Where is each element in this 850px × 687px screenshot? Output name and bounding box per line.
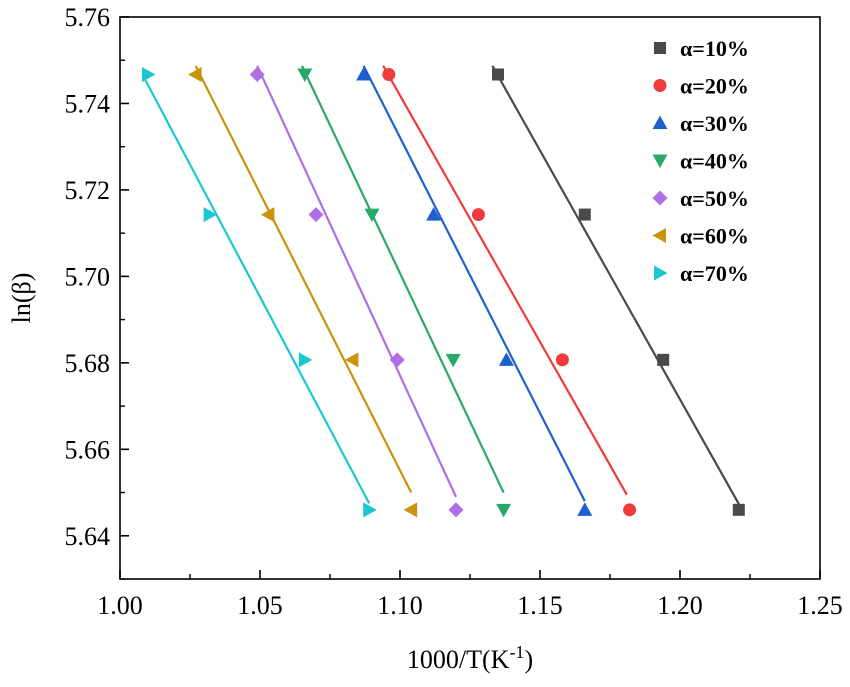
y-tick-label: 5.68 [65, 349, 111, 378]
legend-marker [653, 79, 667, 92]
data-point [623, 503, 637, 517]
legend-marker [654, 265, 668, 281]
legend-label: α=20% [680, 74, 749, 99]
legend-marker [652, 154, 668, 168]
data-point [382, 67, 396, 81]
data-point [578, 208, 591, 221]
fit-line [491, 65, 743, 510]
x-tick-label: 1.20 [657, 591, 703, 620]
legend-label: α=60% [680, 224, 749, 249]
fit-line [194, 65, 413, 494]
x-tick-label: 1.25 [797, 591, 843, 620]
data-point [203, 207, 218, 223]
x-axis-title: 1000/T(K-1) [407, 642, 533, 674]
data-markers [142, 66, 745, 518]
data-point [308, 207, 324, 223]
data-point [657, 353, 670, 366]
x-tick-label: 1.05 [237, 591, 283, 620]
data-point [363, 502, 377, 518]
legend-label: α=70% [680, 261, 749, 286]
y-tick-label: 5.64 [65, 522, 111, 551]
legend-label: α=10% [680, 36, 749, 61]
data-point [249, 66, 265, 82]
legend-marker [654, 42, 666, 54]
y-tick-label: 5.66 [65, 435, 111, 464]
data-point [297, 68, 313, 82]
x-tick-label: 1.15 [517, 591, 563, 620]
data-point [732, 503, 745, 516]
data-point [577, 502, 593, 516]
data-point [298, 352, 313, 368]
legend-marker [652, 228, 666, 243]
data-point [364, 208, 380, 223]
axis-ticks: 1.00 1.05 1.10 1.15 1.20 1.25 5.64 5.66 5.68 5.70… [65, 3, 843, 620]
y-tick-label: 5.76 [65, 3, 111, 32]
data-point [492, 68, 504, 81]
data-point [426, 207, 442, 221]
fit-line [141, 73, 371, 504]
y-axis-title: ln(β) [7, 273, 36, 324]
legend-marker [652, 190, 668, 206]
data-point [555, 353, 569, 367]
data-point [142, 66, 156, 82]
legend-label: α=30% [680, 111, 749, 136]
data-point [448, 502, 464, 518]
legend-label: α=40% [680, 149, 749, 174]
fit-line [382, 65, 628, 496]
legend-label: α=50% [680, 186, 749, 211]
legend-marker [652, 115, 668, 129]
y-tick-label: 5.72 [65, 176, 111, 205]
fit-line [301, 65, 505, 494]
data-point [498, 352, 514, 366]
data-point [445, 353, 461, 368]
fit-line [256, 65, 457, 498]
x-tick-label: 1.00 [97, 591, 143, 620]
y-tick-label: 5.74 [65, 89, 111, 118]
y-tick-label: 5.70 [65, 262, 111, 291]
plot-area [119, 16, 821, 580]
data-point [403, 502, 418, 518]
data-point [496, 503, 512, 518]
data-point [389, 352, 405, 368]
data-point [471, 208, 485, 222]
data-point [356, 66, 372, 81]
fit-line [362, 65, 586, 502]
data-point [260, 207, 275, 223]
data-point [344, 352, 359, 368]
x-tick-label: 1.10 [377, 591, 423, 620]
data-point [188, 66, 202, 82]
fit-lines [141, 65, 743, 510]
legend: α=10% α=20% α=30% α=40% α=50% α=60% α=70% [652, 36, 749, 286]
